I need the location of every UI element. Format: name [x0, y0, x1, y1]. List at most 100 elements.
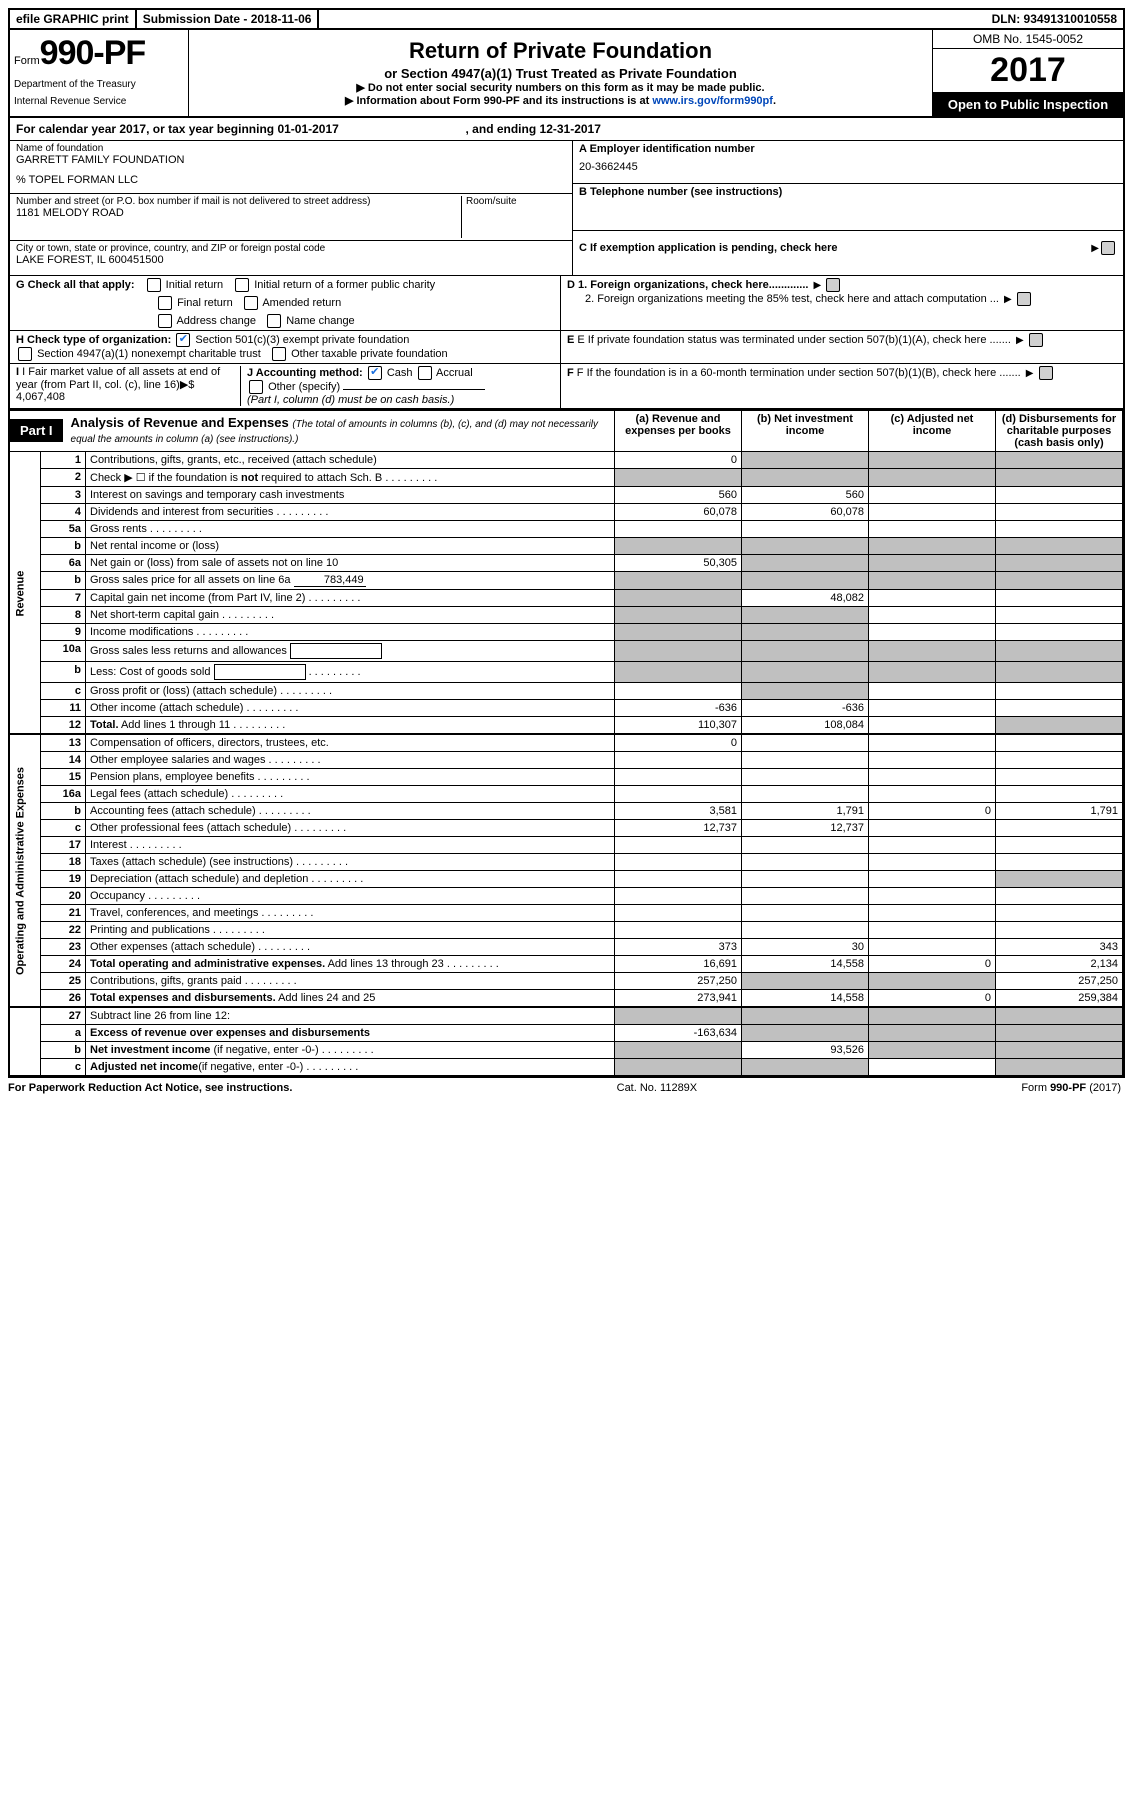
line-num: 1 [41, 452, 86, 469]
i-fmv: I Fair market value of all assets at end… [16, 366, 220, 403]
section-label: Operating and Administrative Expenses [10, 734, 41, 1007]
d1-label: D 1. Foreign organizations, check here..… [567, 279, 808, 291]
line-num: 20 [41, 888, 86, 905]
line-desc: Contributions, gifts, grants paid [86, 973, 615, 990]
col-d-head: (d) Disbursements for charitable purpose… [996, 411, 1123, 452]
amount-cell [996, 572, 1123, 590]
line-num: b [41, 538, 86, 555]
amount-cell [742, 888, 869, 905]
amount-cell [615, 871, 742, 888]
line-num: 24 [41, 956, 86, 973]
amount-cell [996, 786, 1123, 803]
amount-cell: 16,691 [615, 956, 742, 973]
form-ref: Form 990-PF (2017) [1021, 1082, 1121, 1094]
line-num: 14 [41, 752, 86, 769]
line-desc: Compensation of officers, directors, tru… [86, 734, 615, 752]
cb-initial-public[interactable] [235, 278, 249, 292]
amount-cell [615, 752, 742, 769]
amount-cell [996, 607, 1123, 624]
cb-amended-return[interactable] [244, 296, 258, 310]
amount-cell: 0 [869, 803, 996, 820]
amount-cell [615, 641, 742, 662]
amount-cell [742, 734, 869, 752]
line-num: 22 [41, 922, 86, 939]
amount-cell [996, 1042, 1123, 1059]
part1-label: Part I [10, 419, 63, 442]
cb-other-method[interactable] [249, 380, 263, 394]
cb-4947[interactable] [18, 347, 32, 361]
line-num: c [41, 1059, 86, 1076]
cb-name-change[interactable] [267, 314, 281, 328]
amount-cell: 30 [742, 939, 869, 956]
amount-cell: 3,581 [615, 803, 742, 820]
amount-cell: -636 [742, 700, 869, 717]
amount-cell: 0 [869, 990, 996, 1008]
cb-other-taxable[interactable] [272, 347, 286, 361]
amount-cell: 60,078 [742, 504, 869, 521]
amount-cell [996, 871, 1123, 888]
line-desc: Net rental income or (loss) [86, 538, 615, 555]
line-desc: Other income (attach schedule) [86, 700, 615, 717]
line-desc: Depreciation (attach schedule) and deple… [86, 871, 615, 888]
amount-cell [742, 538, 869, 555]
amount-cell [869, 905, 996, 922]
line-desc: Check ▶ ☐ if the foundation is not requi… [86, 469, 615, 487]
line-num: 11 [41, 700, 86, 717]
table-row: 2Check ▶ ☐ if the foundation is not requ… [10, 469, 1123, 487]
amount-cell [742, 769, 869, 786]
dept-irs: Internal Revenue Service [14, 96, 184, 107]
line-num: 26 [41, 990, 86, 1008]
amount-cell: 273,941 [615, 990, 742, 1008]
line-desc: Interest [86, 837, 615, 854]
amount-cell [615, 905, 742, 922]
amount-cell [996, 504, 1123, 521]
line-num: 8 [41, 607, 86, 624]
d2-checkbox[interactable] [1017, 292, 1031, 306]
amount-cell [869, 1025, 996, 1042]
line-desc: Total operating and administrative expen… [86, 956, 615, 973]
cb-cash[interactable] [368, 366, 382, 380]
amount-cell [742, 871, 869, 888]
irs-link[interactable]: www.irs.gov/form990pf [652, 95, 773, 107]
c-checkbox[interactable] [1101, 241, 1115, 255]
form-prefix: Form [14, 55, 40, 67]
line-desc: Gross sales less returns and allowances [86, 641, 615, 662]
table-row: 6aNet gain or (loss) from sale of assets… [10, 555, 1123, 572]
cb-final-return[interactable] [158, 296, 172, 310]
amount-cell [615, 837, 742, 854]
identification-block: Name of foundation GARRETT FAMILY FOUNDA… [10, 141, 1123, 276]
f-checkbox[interactable] [1039, 366, 1053, 380]
line-num: 18 [41, 854, 86, 871]
d1-checkbox[interactable] [826, 278, 840, 292]
line-desc: Income modifications [86, 624, 615, 641]
amount-cell [615, 769, 742, 786]
amount-cell [869, 752, 996, 769]
line-desc: Gross profit or (loss) (attach schedule) [86, 683, 615, 700]
line-desc: Total expenses and disbursements. Add li… [86, 990, 615, 1008]
line-desc: Subtract line 26 from line 12: [86, 1007, 615, 1025]
cb-accrual[interactable] [418, 366, 432, 380]
amount-cell: 257,250 [996, 973, 1123, 990]
e-checkbox[interactable] [1029, 333, 1043, 347]
g-d-row: G Check all that apply: Initial return I… [10, 276, 1123, 331]
table-row: 25Contributions, gifts, grants paid257,2… [10, 973, 1123, 990]
form-title: Return of Private Foundation [195, 38, 926, 64]
line-num: c [41, 683, 86, 700]
omb-number: OMB No. 1545-0052 [933, 30, 1123, 49]
cb-initial-return[interactable] [147, 278, 161, 292]
cb-address-change[interactable] [158, 314, 172, 328]
efile-print[interactable]: efile GRAPHIC print [10, 10, 137, 28]
table-row: bNet rental income or (loss) [10, 538, 1123, 555]
line-desc: Gross sales price for all assets on line… [86, 572, 615, 590]
amount-cell: 14,558 [742, 956, 869, 973]
amount-cell [742, 607, 869, 624]
line-desc: Interest on savings and temporary cash i… [86, 487, 615, 504]
line-desc: Capital gain net income (from Part IV, l… [86, 590, 615, 607]
amount-cell [615, 1042, 742, 1059]
amount-cell [742, 641, 869, 662]
street-address: 1181 MELODY ROAD [16, 207, 461, 219]
form-subtitle: or Section 4947(a)(1) Trust Treated as P… [195, 66, 926, 81]
calendar-year-row: For calendar year 2017, or tax year begi… [10, 118, 1123, 141]
cb-501c3[interactable] [176, 333, 190, 347]
amount-cell [869, 452, 996, 469]
